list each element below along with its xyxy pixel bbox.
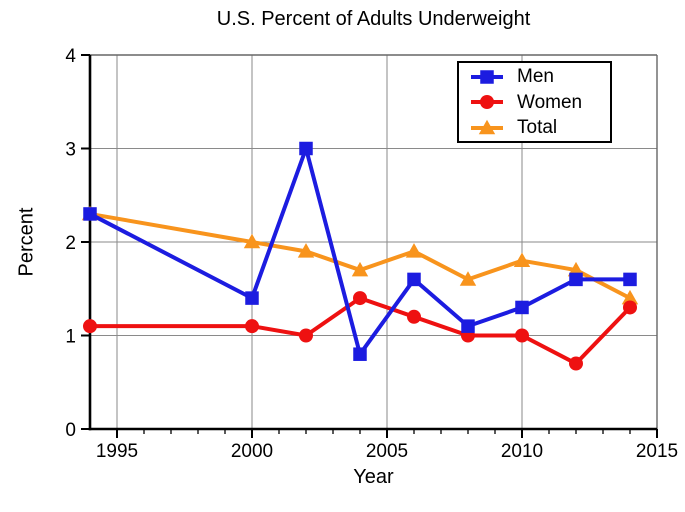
legend-item-total: Total [469,116,610,140]
data-point-women-2004 [353,291,367,306]
data-point-men-2014 [623,272,637,287]
data-point-men-2008 [461,319,475,333]
legend-swatch-total [471,119,503,134]
legend-label-men: Men [517,66,554,87]
legend-item-women: Women [469,90,610,114]
legend-label-total: Total [517,117,558,138]
legend-swatch-women [471,95,503,109]
data-point-total-2006 [405,243,423,258]
data-point-total-2002 [297,243,315,258]
data-point-men-2004 [353,347,367,361]
data-point-women-2012 [569,356,583,371]
data-point-women-1994 [83,319,97,334]
legend-marker-men-icon [480,69,494,84]
data-point-women-2006 [407,309,421,324]
x-tick-label-2005: 2005 [366,441,408,462]
data-point-total-2004 [351,261,369,277]
legend-item-men: Men [469,65,610,89]
legend-marker-total-icon [478,119,496,134]
data-point-men-2002 [299,141,313,156]
data-point-men-1994 [83,207,97,221]
legend-marker-women-icon [480,95,494,109]
x-tick-label-2015: 2015 [636,441,678,462]
data-point-men-2006 [407,272,421,287]
data-point-total-2000 [243,233,261,249]
y-tick-label-1: 1 [65,327,76,348]
legend-label-women: Women [517,91,583,113]
data-point-women-2014 [623,300,637,315]
chart-title: U.S. Percent of Adults Underweight [216,8,531,30]
data-point-men-2000 [245,291,259,305]
y-tick-label-4: 4 [65,46,76,67]
data-point-women-2010 [515,328,529,343]
legend-swatch-men [471,69,503,84]
x-axis-label: Year [353,466,394,488]
y-axis-label: Percent [15,207,38,277]
data-point-women-2000 [245,319,259,334]
data-point-women-2002 [299,328,313,343]
data-point-men-2010 [515,300,529,315]
y-tick-label-0: 0 [65,420,76,441]
y-tick-label-2: 2 [65,233,76,254]
data-point-total-2014 [621,289,639,305]
y-tick-label-3: 3 [65,140,76,161]
x-tick-label-1995: 1995 [96,441,138,462]
x-tick-label-2010: 2010 [501,441,543,462]
x-tick-label-2000: 2000 [231,441,273,462]
legend: Men Women Total [457,61,612,143]
series-line-men [89,146,630,357]
data-point-total-2010 [513,252,531,267]
data-point-total-2008 [459,271,477,286]
data-point-men-2012 [569,272,583,287]
